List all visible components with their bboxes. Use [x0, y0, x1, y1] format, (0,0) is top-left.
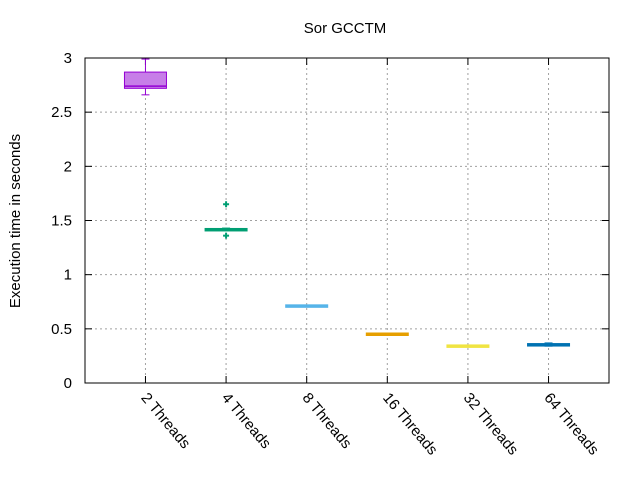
box-4 — [365, 332, 409, 336]
y-tick-label: 1 — [64, 267, 72, 284]
box-2 — [204, 201, 248, 239]
boxplot-series — [123, 58, 571, 348]
box-body — [123, 71, 167, 89]
y-axis-ticks: 0 0.5 1 1.5 2 2.5 3 — [51, 50, 609, 392]
x-axis-ticks: 2 Threads 4 Threads 8 Threads 16 Threads 32 … — [137, 58, 602, 458]
plot-area-border — [84, 57, 610, 384]
x-tick-label: 16 Threads — [379, 390, 441, 459]
box-6 — [527, 342, 571, 347]
grid-lines — [85, 58, 609, 383]
x-tick-label: 8 Threads — [299, 390, 355, 452]
y-tick-label: 2.5 — [51, 104, 72, 121]
box-1 — [123, 58, 167, 96]
x-tick-label: 2 Threads — [137, 390, 193, 452]
x-tick-label: 32 Threads — [460, 390, 522, 459]
y-tick-label: 3 — [64, 50, 72, 67]
y-tick-label: 1.5 — [51, 213, 72, 230]
chart-title: Sor GCCTM — [304, 20, 387, 37]
y-axis-label: Execution time in seconds — [7, 134, 24, 308]
x-tick-label: 4 Threads — [218, 390, 274, 452]
y-tick-label: 0 — [64, 375, 72, 392]
box-3 — [285, 304, 329, 308]
box-5 — [446, 344, 490, 348]
y-tick-label: 0.5 — [51, 321, 72, 338]
y-tick-label: 2 — [64, 158, 72, 175]
x-tick-label: 64 Threads — [540, 390, 602, 459]
